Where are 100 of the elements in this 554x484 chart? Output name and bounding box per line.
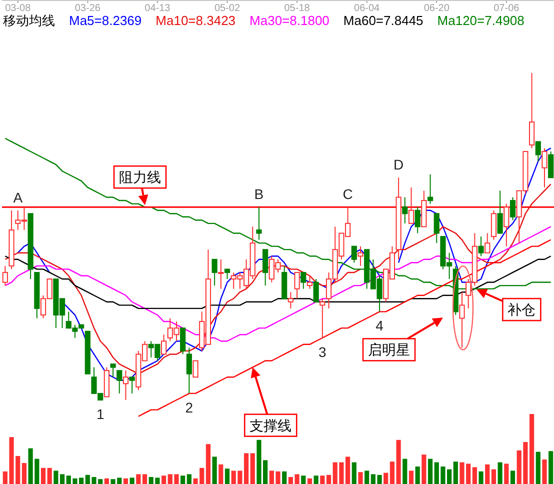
bar [224,468,230,484]
bar [22,463,27,484]
candlestick [122,370,129,400]
annotation: 补仓 [508,302,536,318]
bar [428,458,433,484]
annotation: 3 [318,344,327,360]
x-tick-label: 07-06 [494,3,520,14]
candlestick [542,148,548,188]
ref-line-label: 阻力线 [119,169,161,186]
candlestick [129,376,135,394]
text: Ma60=7.8445 [343,13,424,28]
candlestick [256,206,262,240]
bar [415,466,420,484]
candlestick [402,196,408,224]
candlestick [2,265,8,286]
candlestick [300,272,306,290]
x-tick-label: 03-08 [5,3,32,14]
bar [180,476,186,484]
candlestick [528,72,535,149]
text: Ma30=8.1800 [250,13,330,28]
x-tick-label: 06-04 [354,3,380,14]
bar [104,478,109,484]
bar [54,470,58,484]
x-tick-label: 03-26 [74,3,101,14]
bar [504,464,509,484]
bar [384,472,388,484]
bar [307,478,312,484]
candlestick [313,278,319,302]
bar [212,456,217,484]
bar [542,460,547,484]
candlestick [351,246,357,264]
candlestick [459,292,465,348]
annotation: A [13,189,24,206]
candlestick [110,364,116,378]
bar [244,453,249,484]
candlestick [218,258,224,290]
candlestick [180,328,186,355]
candlestick [160,334,167,355]
bar [358,472,363,484]
bar [320,476,325,484]
annotation: 2 [185,399,194,416]
bar [390,462,395,484]
candlestick [548,150,554,178]
annotation: B [254,186,264,202]
annotation: C [342,186,353,202]
candlestick [306,275,313,290]
annotation: 支撑线 [250,417,292,434]
text: Ma120=7.4908 [437,13,524,28]
text: Ma10=8.3423 [156,13,236,28]
candlestick [427,174,434,204]
candlestick [262,249,268,286]
annotation: 1 [96,406,104,422]
bar [40,468,46,484]
candlestick [484,232,490,254]
candlestick [434,213,440,244]
candlestick [510,196,516,221]
bar [282,471,287,484]
bar [60,474,65,484]
annotation: 4 [376,318,384,334]
candlestick [504,203,510,247]
candlestick [535,141,541,162]
candlestick [224,268,230,280]
x-tick-label: 04-13 [144,3,171,14]
bar [326,474,332,484]
candlestick [212,258,218,286]
x-tick-label: 05-02 [214,3,240,14]
bar [136,474,141,484]
bar [536,452,540,484]
x-tick-label: 05-18 [284,3,310,14]
bar [142,474,148,484]
candlestick [490,210,497,240]
bar [529,414,534,484]
annotation: D [393,156,404,173]
bar [402,458,408,484]
candlestick [497,190,503,234]
bar [47,468,52,484]
bar [218,464,224,484]
bar [206,444,211,484]
bar [422,454,426,484]
bar [161,476,166,484]
text: Ma5=8.2369 [69,13,142,28]
bar [491,469,496,484]
bar [364,470,370,484]
bar [123,478,128,484]
x-tick-label: 06-20 [424,3,450,14]
bar [510,470,516,484]
bar [301,476,306,484]
candlestick [320,298,326,338]
bar [478,471,484,484]
candlestick [192,360,198,378]
candlestick [414,206,420,234]
candlestick [186,347,192,394]
bar [130,478,134,484]
bar [548,451,554,484]
bar [186,474,192,484]
candlestick [408,186,414,224]
annotation: 启明星 [368,342,410,358]
candlestick [294,272,300,300]
bar [396,440,401,484]
candlestick [116,370,122,394]
